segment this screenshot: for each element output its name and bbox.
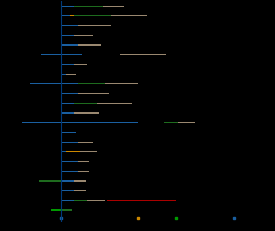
Bar bbox=[30, 84, 60, 85]
Bar bbox=[60, 45, 78, 46]
Bar bbox=[74, 113, 99, 114]
Bar bbox=[66, 152, 80, 153]
Bar bbox=[60, 74, 66, 75]
Bar bbox=[60, 142, 78, 143]
Bar bbox=[60, 94, 78, 95]
Bar bbox=[60, 55, 82, 56]
Bar bbox=[60, 132, 76, 133]
Bar bbox=[60, 161, 78, 162]
Bar bbox=[164, 123, 178, 124]
Bar bbox=[39, 181, 60, 182]
Bar bbox=[60, 103, 74, 104]
Bar bbox=[22, 123, 61, 124]
Bar bbox=[78, 26, 111, 27]
Bar bbox=[60, 6, 74, 8]
Bar bbox=[60, 210, 72, 211]
Bar bbox=[60, 26, 78, 27]
Bar bbox=[66, 74, 76, 75]
Bar bbox=[120, 55, 166, 56]
Bar bbox=[78, 94, 109, 95]
Bar bbox=[60, 113, 74, 114]
Bar bbox=[74, 36, 93, 37]
Bar bbox=[78, 84, 105, 85]
Bar bbox=[111, 16, 147, 17]
Bar bbox=[78, 45, 101, 46]
Bar bbox=[78, 142, 93, 143]
Bar bbox=[60, 181, 74, 182]
Bar bbox=[74, 16, 111, 17]
Bar bbox=[74, 181, 86, 182]
Bar bbox=[60, 171, 78, 172]
Bar bbox=[60, 123, 138, 124]
Bar bbox=[107, 200, 176, 201]
Bar bbox=[78, 161, 89, 162]
Bar bbox=[74, 65, 87, 66]
Bar bbox=[60, 152, 66, 153]
Bar bbox=[74, 103, 97, 104]
Bar bbox=[60, 36, 74, 37]
Bar bbox=[105, 84, 138, 85]
Bar bbox=[60, 16, 70, 17]
Bar bbox=[51, 210, 60, 211]
Bar bbox=[60, 84, 78, 85]
Bar bbox=[78, 171, 89, 172]
Bar bbox=[97, 103, 132, 104]
Bar bbox=[80, 152, 97, 153]
Bar bbox=[74, 200, 87, 201]
Bar bbox=[70, 16, 74, 17]
Bar bbox=[60, 200, 74, 201]
Bar bbox=[103, 6, 124, 8]
Bar bbox=[60, 65, 74, 66]
Bar bbox=[74, 190, 86, 191]
Bar bbox=[74, 6, 103, 8]
Bar bbox=[178, 123, 195, 124]
Bar bbox=[87, 200, 105, 201]
Bar bbox=[60, 190, 74, 191]
Bar bbox=[41, 55, 60, 56]
